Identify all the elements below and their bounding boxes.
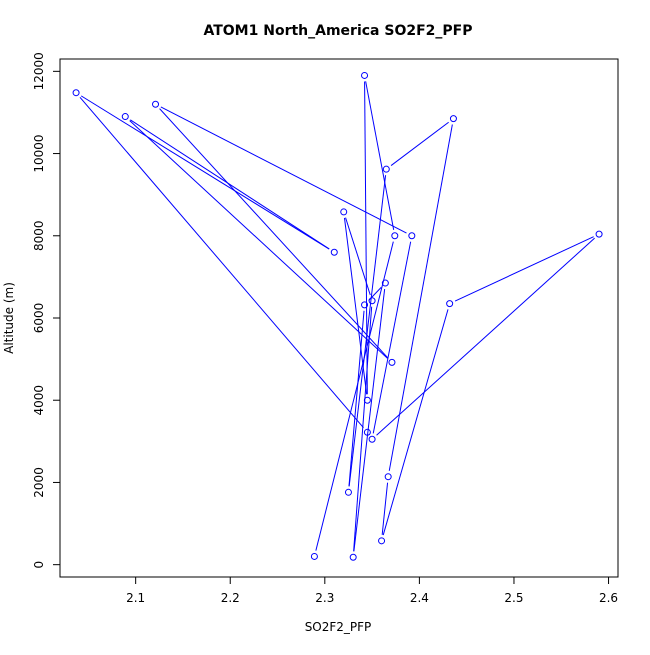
data-point <box>349 553 357 561</box>
series-line-segment <box>372 241 412 434</box>
y-tick-label: 2000 <box>32 467 46 498</box>
series-line-segment <box>160 106 407 234</box>
data-point <box>340 208 348 216</box>
series-line-segment <box>390 121 449 166</box>
x-tick-label: 2.5 <box>504 591 523 605</box>
data-point <box>384 473 392 481</box>
data-point <box>72 89 80 97</box>
series-line-segment <box>345 217 371 296</box>
data-point <box>310 552 318 560</box>
series-line-segment <box>159 108 389 359</box>
chart-title: ATOM1 North_America SO2F2_PFP <box>203 23 472 39</box>
series-line-segment <box>376 237 595 436</box>
series-line-segment <box>388 124 453 471</box>
data-point <box>595 230 603 238</box>
series-line-segment <box>353 288 386 552</box>
series-lines <box>79 81 595 552</box>
data-point <box>361 71 369 79</box>
series-line-segment <box>454 236 594 302</box>
y-tick-label: 12000 <box>32 52 46 90</box>
data-point <box>391 232 399 240</box>
data-point <box>121 113 129 121</box>
series-line-segment <box>348 310 365 487</box>
data-point <box>368 297 376 305</box>
data-point <box>361 301 369 309</box>
series-line-segment <box>353 306 373 552</box>
x-tick-label: 2.1 <box>126 591 145 605</box>
x-tick-label: 2.4 <box>410 591 429 605</box>
y-axis-label: Altitude (m) <box>2 282 16 354</box>
x-tick-label: 2.3 <box>315 591 334 605</box>
x-tick-label: 2.6 <box>599 591 618 605</box>
series-line-segment <box>365 81 395 230</box>
series-line-segment <box>364 81 368 395</box>
x-tick-label: 2.2 <box>221 591 240 605</box>
data-point <box>152 100 160 108</box>
data-point <box>363 396 371 404</box>
series-line-segment <box>348 175 387 487</box>
x-axis: 2.1 2.2 2.3 2.4 2.5 2.6 <box>126 576 618 605</box>
data-point <box>378 537 386 545</box>
y-tick-label: 0 <box>32 561 46 569</box>
data-point <box>368 435 376 443</box>
series-line-segment <box>79 96 364 429</box>
plot-frame <box>59 58 619 578</box>
data-point <box>382 165 390 173</box>
series-line-segment <box>80 95 330 250</box>
data-point <box>449 115 457 123</box>
x-axis-label: SO2F2_PFP <box>305 620 372 634</box>
series-line-segment <box>315 241 394 551</box>
data-point <box>344 488 352 496</box>
data-point <box>446 300 454 308</box>
y-tick-label: 4000 <box>32 385 46 416</box>
series-line-segment <box>382 309 449 536</box>
y-tick-label: 6000 <box>32 303 46 334</box>
data-point <box>330 248 338 256</box>
data-point <box>388 358 396 366</box>
series-line-segment <box>129 120 388 359</box>
y-tick-label: 8000 <box>32 221 46 252</box>
data-point <box>408 232 416 240</box>
series-line-segment <box>130 119 330 250</box>
series-line-segment <box>381 482 389 535</box>
data-point <box>363 428 371 436</box>
y-tick-label: 10000 <box>32 134 46 172</box>
series-points <box>72 71 603 561</box>
data-point <box>381 279 389 287</box>
